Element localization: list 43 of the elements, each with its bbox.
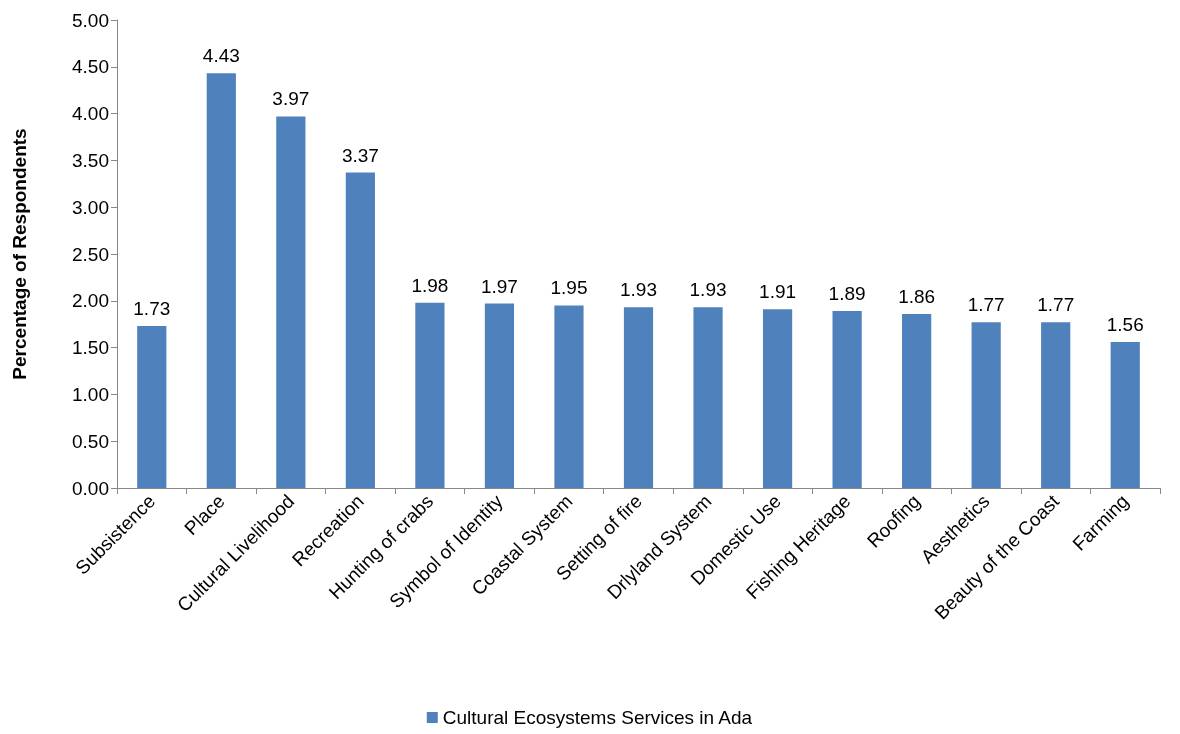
data-label: 1.93 <box>620 279 657 301</box>
y-tick-label: 2.50 <box>72 243 109 265</box>
data-label: 1.95 <box>550 277 588 299</box>
bar <box>623 307 654 488</box>
y-tick-label: 2.00 <box>72 290 109 312</box>
bar <box>1041 322 1071 488</box>
data-label: 1.91 <box>759 281 797 303</box>
data-label: 3.97 <box>272 88 310 110</box>
data-label: 1.89 <box>828 283 866 305</box>
bar <box>762 309 793 488</box>
data-label: 1.86 <box>898 285 936 307</box>
bar <box>693 307 723 488</box>
data-label: 4.43 <box>202 45 240 67</box>
bar <box>902 313 932 488</box>
y-tick-label: 1.50 <box>72 337 109 359</box>
data-label: 1.77 <box>1037 294 1075 316</box>
y-axis-title: Percentage of Respondents <box>9 128 30 380</box>
bar <box>137 326 167 488</box>
data-label: 1.56 <box>1106 313 1144 335</box>
data-label: 3.37 <box>341 144 379 166</box>
bar <box>484 303 515 488</box>
y-tick-label: 5.00 <box>72 9 109 31</box>
legend-label: Cultural Ecosystems Services in Ada <box>442 707 753 728</box>
bar <box>415 302 445 488</box>
y-tick-label: 3.00 <box>72 196 109 218</box>
bar <box>832 311 862 488</box>
bar <box>345 172 375 488</box>
data-label: 1.97 <box>480 275 518 297</box>
data-label: 1.98 <box>411 274 449 296</box>
bar <box>971 322 1001 488</box>
y-tick-label: 0.00 <box>72 477 109 499</box>
y-tick-label: 0.50 <box>72 430 109 452</box>
bar <box>276 116 306 488</box>
y-tick-label: 3.50 <box>72 149 109 171</box>
bar <box>1110 341 1140 488</box>
bar <box>206 73 236 488</box>
bar <box>554 305 584 488</box>
y-tick-label: 1.00 <box>72 383 109 405</box>
data-label: 1.93 <box>689 279 727 301</box>
data-label: 1.73 <box>133 298 171 320</box>
data-label: 1.77 <box>967 294 1005 316</box>
y-tick-label: 4.50 <box>72 56 109 78</box>
y-tick-label: 4.00 <box>72 103 109 125</box>
